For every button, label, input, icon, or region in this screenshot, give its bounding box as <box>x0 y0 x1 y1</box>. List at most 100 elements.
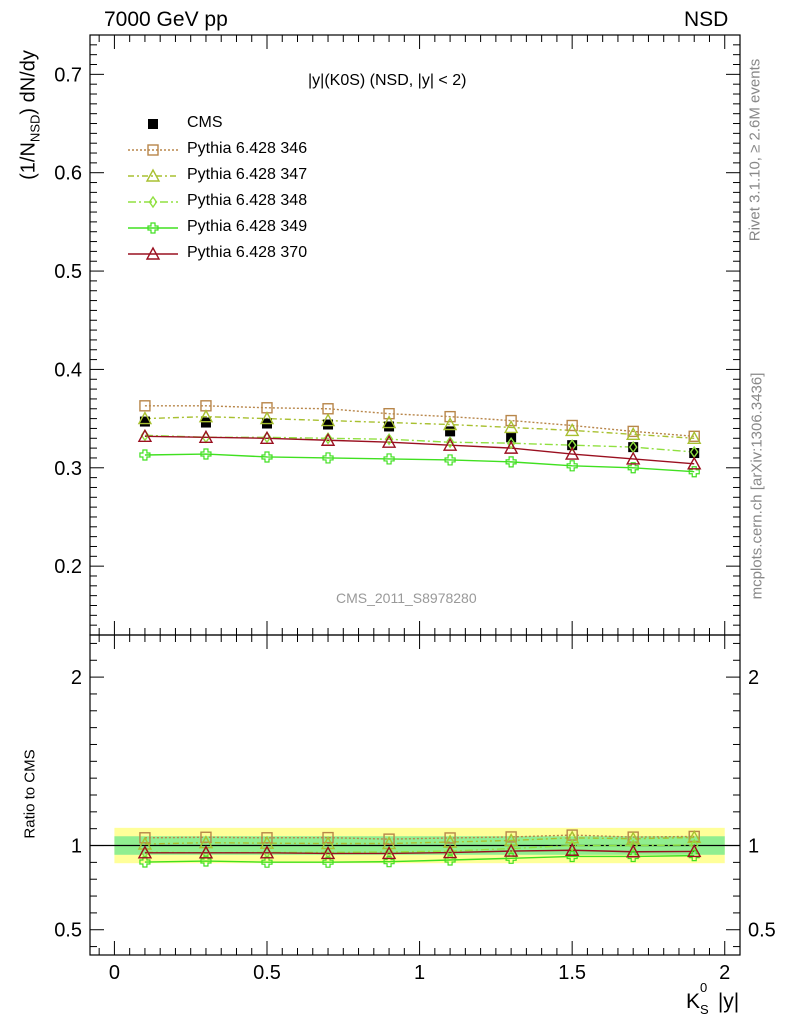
ratio-data-point <box>259 845 275 859</box>
legend-entry-label: CMS <box>187 114 223 131</box>
x-tick-label: 0 <box>109 962 120 984</box>
ratio-y-tick-label: 1 <box>71 836 82 858</box>
data-point <box>259 411 275 425</box>
main-y-tick-label: 0.7 <box>54 64 82 86</box>
ratio-data-point <box>564 842 580 856</box>
data-point <box>384 433 394 446</box>
data-point <box>445 435 455 449</box>
analysis-id-label: CMS_2011_S8978280 <box>336 590 477 606</box>
data-point <box>688 466 700 478</box>
data-point <box>383 453 395 465</box>
ratio-data-point <box>442 845 458 859</box>
ratio-data-point <box>200 831 212 843</box>
x-tick-label: 2 <box>719 962 730 984</box>
main-y-tick-label: 0.6 <box>54 163 82 185</box>
plot-title: |y|(K0S) (NSD, |y| < 2) <box>308 72 467 89</box>
data-point <box>567 438 577 452</box>
ratio-y-tick-label-right: 2 <box>748 667 759 689</box>
ratio-data-point <box>444 832 456 844</box>
main-y-tick-label: 0.4 <box>54 359 82 381</box>
legend-marker <box>148 195 158 209</box>
data-point <box>628 442 639 453</box>
ratio-data-point <box>261 832 273 844</box>
ratio-data-point <box>626 844 641 858</box>
data-point <box>627 462 639 474</box>
mcplots-reference-label: mcplots.cern.ch [arXiv:1306.3436] <box>748 372 766 600</box>
data-point <box>200 417 211 428</box>
data-point <box>506 436 516 450</box>
main-y-tick-label: 0.2 <box>54 556 82 578</box>
ratio-y-tick-label: 0.5 <box>54 920 82 942</box>
x-tick-label: 0.5 <box>253 962 281 984</box>
main-y-tick-label: 0.3 <box>54 458 82 480</box>
main-y-tick-label: 0.5 <box>54 261 82 283</box>
data-point <box>320 413 336 427</box>
data-point <box>322 452 334 464</box>
data-point <box>198 429 214 443</box>
legend-marker <box>145 168 161 182</box>
ratio-data-point <box>200 855 212 867</box>
process-label: NSD <box>684 8 729 31</box>
ratio-series-line <box>144 834 695 840</box>
data-point <box>564 422 580 437</box>
ratio-data-point <box>139 832 151 844</box>
series-line <box>144 435 695 465</box>
data-point <box>687 456 702 470</box>
data-point <box>627 425 639 438</box>
data-point <box>323 432 333 445</box>
ratio-y-tick-label-right: 1 <box>748 836 759 858</box>
series-line <box>144 405 695 438</box>
legend-entry-label: Pythia 6.428 347 <box>187 166 308 183</box>
rivet-version-label: Rivet 3.1.10, ≥ 2.6M events <box>746 58 764 242</box>
legend-marker <box>148 119 158 129</box>
ratio-data-point <box>564 830 580 844</box>
series-line <box>144 453 695 473</box>
ratio-series-line <box>144 854 695 863</box>
data-point <box>505 456 517 468</box>
ratio-data-point <box>261 856 273 868</box>
data-point <box>139 400 151 412</box>
x-tick-label: 1 <box>414 962 425 984</box>
data-point <box>566 460 578 472</box>
data-point <box>445 426 456 437</box>
data-point <box>137 411 153 425</box>
data-point <box>566 419 578 432</box>
ratio-data-point <box>320 845 336 860</box>
data-point <box>687 430 702 444</box>
ratio-data-point <box>137 836 153 850</box>
ratio-series-line <box>144 849 695 855</box>
legend-entry-label: Pythia 6.428 346 <box>187 140 308 157</box>
data-point <box>137 428 153 443</box>
ratio-data-point <box>322 831 334 844</box>
legend-entry-label: Pythia 6.428 348 <box>187 192 308 209</box>
data-point <box>503 440 519 454</box>
data-point <box>320 432 336 446</box>
data-point <box>689 448 700 459</box>
ratio-data-point <box>689 838 699 852</box>
data-point <box>567 440 578 451</box>
data-point <box>444 410 456 423</box>
legend-entry-label: Pythia 6.428 370 <box>187 244 308 261</box>
data-point <box>384 421 395 432</box>
data-point <box>323 419 334 430</box>
data-point <box>564 446 580 460</box>
ratio-data-point <box>137 845 153 859</box>
ratio-data-point <box>198 845 214 859</box>
data-point <box>505 414 517 427</box>
legend-marker <box>147 222 159 234</box>
ratio-data-point <box>626 831 641 845</box>
ratio-data-point <box>322 856 334 868</box>
data-point <box>381 415 397 429</box>
ratio-data-point <box>687 843 702 858</box>
data-point <box>200 448 212 460</box>
data-point <box>383 407 395 420</box>
data-point <box>442 417 458 431</box>
main-y-axis-label: (1/NNSD) dN/dy <box>17 50 43 180</box>
x-tick-label: 1.5 <box>558 962 586 984</box>
data-point <box>442 437 458 451</box>
ratio-series-line <box>144 836 695 845</box>
ratio-data-point <box>383 833 395 845</box>
data-point <box>261 451 273 463</box>
ratio-y-tick-label-right: 0.5 <box>748 920 776 942</box>
